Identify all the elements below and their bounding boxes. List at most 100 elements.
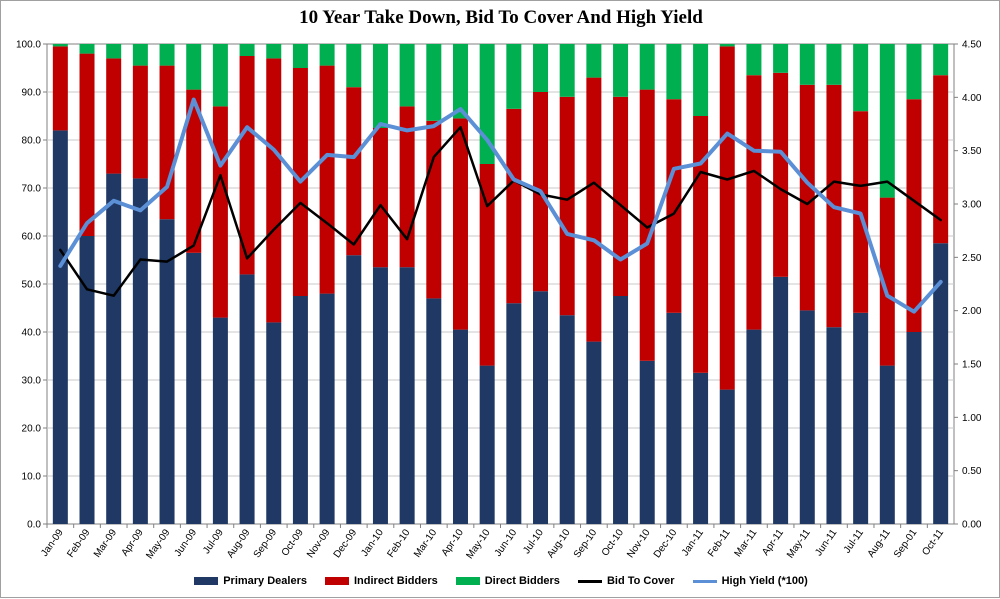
bar-primary-dealers (639, 360, 655, 524)
bar-primary-dealers (719, 389, 735, 524)
bar-direct-bidders (746, 44, 762, 76)
bar-primary-dealers (693, 372, 709, 524)
x-tick-label: Apr-10 (440, 527, 466, 558)
bar-indirect-bidders (613, 96, 629, 296)
bar-indirect-bidders (586, 77, 602, 342)
bar-primary-dealers (826, 327, 842, 524)
bar-direct-bidders (773, 44, 789, 73)
x-tick-label: Feb-09 (65, 527, 92, 560)
y-tick-label: 100.0 (16, 40, 41, 51)
x-tick-label: Sep-10 (572, 527, 600, 560)
bar-primary-dealers (533, 291, 549, 524)
bar-primary-dealers (586, 341, 602, 524)
x-tick-label: Feb-10 (385, 527, 412, 560)
bar-primary-dealers (933, 243, 949, 524)
x-tick-label: Nov-09 (305, 527, 333, 560)
bar-primary-dealers (319, 293, 335, 524)
bar-primary-dealers (106, 173, 122, 524)
legend-item: High Yield (*100) (692, 575, 808, 587)
bar-primary-dealers (452, 329, 468, 524)
y2-tick-label: 4.50 (962, 40, 982, 51)
x-tick-label: Jan-11 (680, 527, 706, 558)
bar-indirect-bidders (79, 53, 95, 236)
bar-indirect-bidders (506, 108, 522, 304)
y2-tick-label: 0.50 (962, 466, 982, 477)
y2-tick-label: 3.50 (962, 146, 982, 157)
bar-indirect-bidders (906, 99, 922, 332)
bar-indirect-bidders (106, 58, 122, 174)
bar-primary-dealers (853, 312, 869, 524)
bar-primary-dealers (666, 312, 682, 524)
x-tick-label: Oct-10 (600, 527, 626, 558)
x-tick-label: May-11 (785, 527, 813, 560)
bar-indirect-bidders (426, 120, 442, 299)
chart-title: 10 Year Take Down, Bid To Cover And High… (299, 7, 703, 28)
bar-direct-bidders (559, 44, 575, 97)
bar-direct-bidders (159, 44, 175, 66)
y-tick-label: 10.0 (22, 472, 42, 483)
y-tick-label: 50.0 (22, 280, 42, 291)
bar-direct-bidders (132, 44, 148, 66)
y-tick-label: 0.0 (27, 520, 41, 531)
legend-item: Indirect Bidders (324, 575, 438, 587)
bar-indirect-bidders (452, 118, 468, 330)
bar-indirect-bidders (639, 89, 655, 361)
x-tick-label: Mar-09 (92, 527, 119, 560)
x-tick-label: Sep-01 (892, 527, 920, 560)
y2-tick-label: 1.00 (962, 413, 982, 424)
bar-primary-dealers (506, 303, 522, 524)
legend-item: Direct Bidders (455, 575, 560, 587)
x-tick-label: Dec-09 (332, 527, 360, 560)
bar-direct-bidders (586, 44, 602, 78)
bar-direct-bidders (79, 44, 95, 54)
y-tick-label: 60.0 (22, 232, 42, 243)
bar-indirect-bidders (266, 58, 282, 323)
legend-label: Direct Bidders (484, 575, 560, 587)
bar-direct-bidders (853, 44, 869, 112)
y-tick-label: 30.0 (22, 376, 42, 387)
bar-direct-bidders (239, 44, 255, 56)
x-tick-label: Aug-09 (225, 527, 253, 560)
bar-primary-dealers (346, 255, 362, 524)
x-tick-label: Jun-10 (493, 527, 520, 559)
bar-indirect-bidders (746, 75, 762, 330)
bar-direct-bidders (879, 44, 895, 198)
bid-to-cover-line (59, 125, 942, 297)
legend-label: High Yield (*100) (721, 575, 808, 587)
legend-swatch (324, 577, 349, 585)
bar-indirect-bidders (132, 65, 148, 179)
bar-indirect-bidders (666, 99, 682, 313)
x-tick-label: Apr-11 (760, 527, 786, 558)
x-tick-label: Oct-11 (920, 527, 946, 558)
legend-item: Primary Dealers (194, 575, 307, 587)
bar-indirect-bidders (693, 116, 709, 373)
bar-direct-bidders (346, 44, 362, 88)
bar-primary-dealers (186, 252, 202, 525)
x-tick-label: Aug-10 (545, 527, 573, 560)
bar-indirect-bidders (212, 106, 228, 318)
bar-indirect-bidders (372, 128, 388, 268)
y-tick-label: 80.0 (22, 136, 42, 147)
y2-tick-label: 4.00 (962, 93, 982, 104)
x-tick-label: Jun-11 (813, 527, 839, 558)
bar-direct-bidders (506, 44, 522, 109)
legend-label: Bid To Cover (606, 575, 675, 587)
bar-indirect-bidders (879, 197, 895, 366)
y-tick-label: 90.0 (22, 88, 42, 99)
bar-indirect-bidders (773, 72, 789, 277)
high-yield-line (58, 97, 943, 314)
bar-indirect-bidders (719, 46, 735, 390)
x-tick-label: May-10 (464, 527, 492, 561)
bar-direct-bidders (426, 44, 442, 121)
legend-item: Bid To Cover (577, 575, 675, 587)
x-tick-label: Jul-11 (842, 527, 866, 555)
bar-primary-dealers (372, 267, 388, 524)
bar-direct-bidders (106, 44, 122, 59)
bar-indirect-bidders (799, 84, 815, 311)
legend-swatch (194, 577, 219, 585)
bar-direct-bidders (906, 44, 922, 100)
legend-swatch (577, 579, 602, 583)
bar-primary-dealers (906, 332, 922, 524)
bar-primary-dealers (773, 276, 789, 524)
